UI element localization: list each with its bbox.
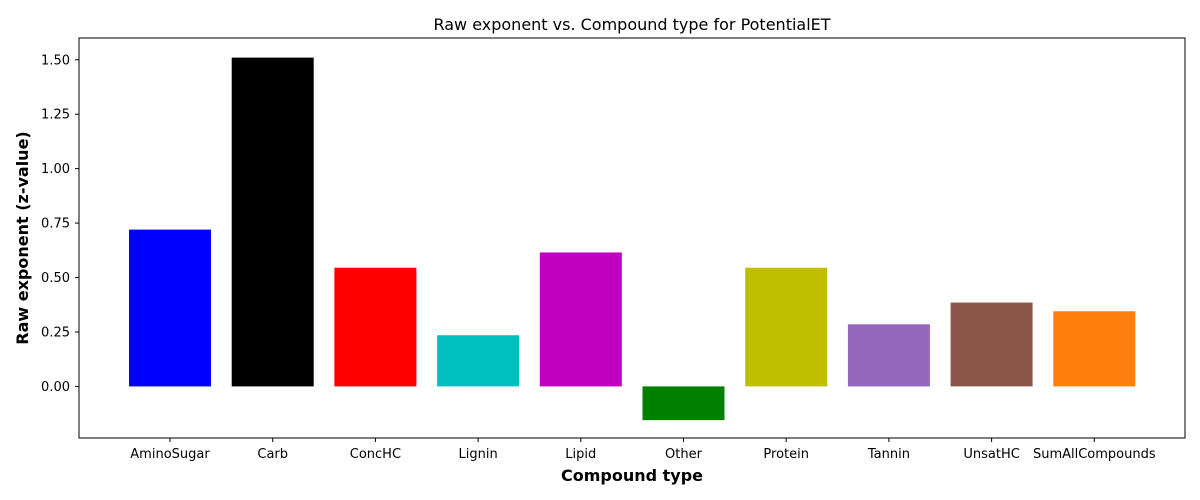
y-tick-label: 0.50	[41, 271, 70, 286]
plot-frame	[78, 37, 1186, 439]
x-tick-label: Other	[665, 447, 703, 462]
y-tick-label: 0.25	[41, 325, 70, 340]
bar-tannin	[847, 324, 930, 387]
chart-title: Raw exponent vs. Compound type for Poten…	[433, 15, 830, 34]
x-tick-label: Lignin	[458, 447, 497, 462]
x-tick-label: Carb	[257, 447, 288, 462]
x-axis: AminoSugar Carb ConcHC Lignin Lipid Other Prot…	[130, 438, 1156, 462]
x-tick-label: Lipid	[565, 447, 596, 462]
y-axis-label: Raw exponent (z-value)	[13, 131, 32, 344]
bars-group	[129, 57, 1136, 421]
x-tick-label: Tannin	[867, 447, 910, 462]
bar-aminosugar	[129, 229, 211, 387]
y-axis: 0.00 0.25 0.50 0.75 1.00 1.25 1.50	[41, 53, 79, 395]
bar-unsathc	[950, 302, 1033, 387]
bar-other	[642, 386, 725, 421]
x-tick-label: SumAllCompounds	[1033, 447, 1156, 462]
y-tick-label: 1.50	[41, 53, 70, 68]
bar-conchc	[334, 267, 417, 387]
y-tick-label: 1.00	[41, 162, 70, 177]
x-tick-label: ConcHC	[350, 447, 401, 462]
x-tick-label: UnsatHC	[963, 447, 1019, 462]
x-tick-label: Protein	[763, 447, 809, 462]
bar-lipid	[539, 252, 622, 387]
x-tick-label: AminoSugar	[130, 447, 210, 462]
bar-carb	[231, 57, 314, 387]
bar-protein	[745, 267, 828, 387]
y-tick-label: 0.75	[41, 217, 70, 232]
x-axis-label: Compound type	[561, 466, 703, 485]
y-tick-label: 0.00	[41, 380, 70, 395]
y-tick-label: 1.25	[41, 108, 70, 123]
bar-lignin	[437, 335, 520, 387]
bar-sumallcompounds	[1053, 311, 1136, 387]
